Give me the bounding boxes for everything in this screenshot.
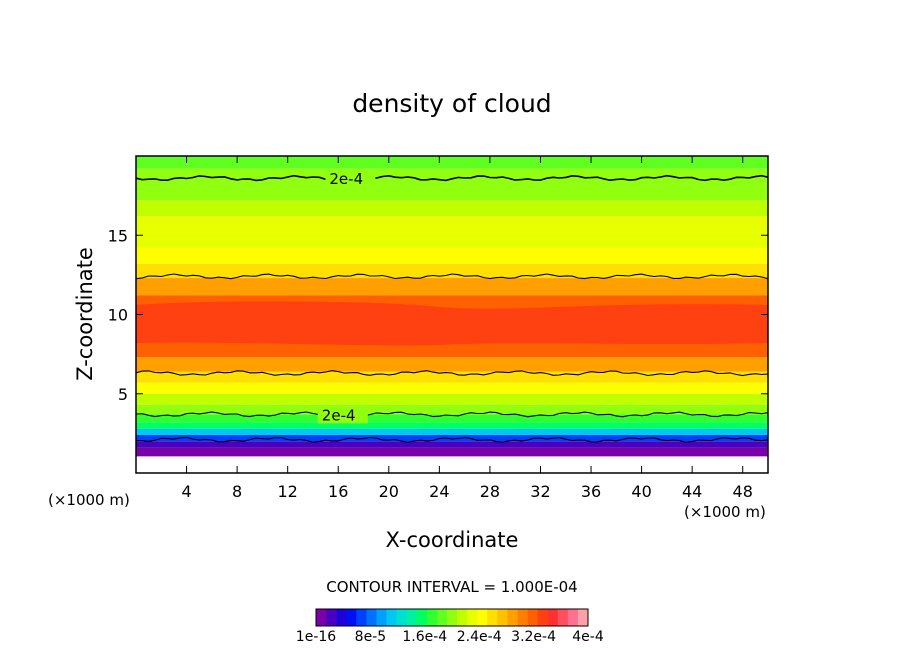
y-axis-ticks: 5 10 15 [108,226,768,404]
x-tick-label: 44 [682,482,702,501]
colorbar [315,608,589,627]
colorbar-swatch [326,609,337,626]
colorbar-label: 1e-16 [296,629,336,645]
x-unit-label-left: (×1000 m) [48,491,130,509]
x-tick-label: 48 [733,482,753,501]
colorbar-swatch [497,609,508,626]
colorbar-swatch [446,609,458,626]
colorbar-swatch [527,609,538,626]
colorbar-swatch [346,609,357,626]
colorbar-swatch [376,609,387,626]
density-band-14 [136,263,768,279]
colorbar-swatch [356,609,367,626]
x-tick-label: 24 [429,482,449,501]
colorbar-swatch [436,609,448,626]
colorbar-swatch [336,609,347,626]
colorbar-label: 1.6e-4 [402,629,447,645]
contour-interval-label: CONTOUR INTERVAL = 1.000E-04 [326,578,577,596]
x-tick-label: 4 [181,482,191,501]
colorbar-labels: 1e-16 8e-5 1.6e-4 2.4e-4 3.2e-4 4e-4 [296,629,604,645]
x-tick-label: 32 [530,482,550,501]
x-tick-label: 12 [278,482,298,501]
colorbar-swatch [366,609,377,626]
contour-label: 2e-4 [329,170,363,188]
x-tick-label: 16 [328,482,348,501]
colorbar-swatch [537,609,549,626]
contour-line-2 [136,370,768,377]
density-band-1 [136,447,768,457]
colorbar-label: 3.2e-4 [511,629,556,645]
colorbar-swatch [577,609,589,626]
y-tick-label: 10 [108,306,128,325]
x-tick-label: 40 [631,482,651,501]
x-tick-label: 8 [232,482,242,501]
density-band-19 [136,184,768,201]
colorbar-swatch [547,609,559,626]
density-band-21 [136,156,768,169]
colorbar-swatch [517,609,528,626]
colorbar-swatch [557,609,569,626]
density-band-8 [136,393,768,405]
colorbar-swatch [477,609,488,626]
density-band-16 [136,232,768,248]
colorbar-swatch [426,609,438,626]
colorbar-swatch [567,609,579,626]
density-band-11 [136,357,768,372]
density-band-5 [136,422,768,429]
colorbar-label: 4e-4 [572,629,604,645]
colorbar-swatch [507,609,518,626]
contour-line-4 [136,436,768,443]
colorbar-swatch [457,609,468,626]
contour-line-3 [136,411,768,418]
density-band-10 [136,371,768,383]
colorbar-swatch [406,609,418,626]
contour-label: 2e-4 [322,406,356,424]
colorbar-frame [315,608,589,627]
contour-line-0 [136,174,768,182]
density-band-18 [136,200,768,217]
density-band-4 [136,428,768,435]
colorbar-swatch [316,609,327,626]
x-axis-ticks: 4 8 12 16 20 24 28 32 36 40 44 48 [181,156,753,501]
contour-label-bg [317,405,368,424]
colorbar-swatch [467,609,478,626]
y-tick-label: 15 [108,226,128,245]
density-band-2 [136,441,768,448]
contour-label-bg [325,169,376,188]
colorbar-label: 2.4e-4 [457,629,502,645]
colorbar-swatch [487,609,498,626]
x-tick-label: 36 [581,482,601,501]
chart-title: density of cloud [352,89,551,118]
density-band-9 [136,382,768,394]
density-band-15 [136,247,768,264]
density-band-6 [136,414,768,423]
colorbar-swatch [396,609,407,626]
colorbar-swatch [416,609,428,626]
density-band-17 [136,216,768,233]
x-axis-label: X-coordinate [386,528,519,552]
density-band-7 [136,404,768,415]
contour-line-1 [136,273,768,280]
contour-lines: 2e-4 2e-4 [136,169,768,443]
density-band-13 [136,278,768,296]
colorbar-label: 8e-5 [355,629,386,645]
density-field [136,156,768,473]
x-tick-label: 20 [379,482,399,501]
y-tick-label: 5 [118,385,128,404]
density-band-3 [136,434,768,442]
density-core [136,301,768,346]
x-tick-label: 28 [480,482,500,501]
y-axis-label: Z-coordinate [73,247,97,381]
x-unit-label-right: (×1000 m) [684,503,766,521]
colorbar-swatch [386,609,397,626]
density-band-0 [136,456,768,473]
